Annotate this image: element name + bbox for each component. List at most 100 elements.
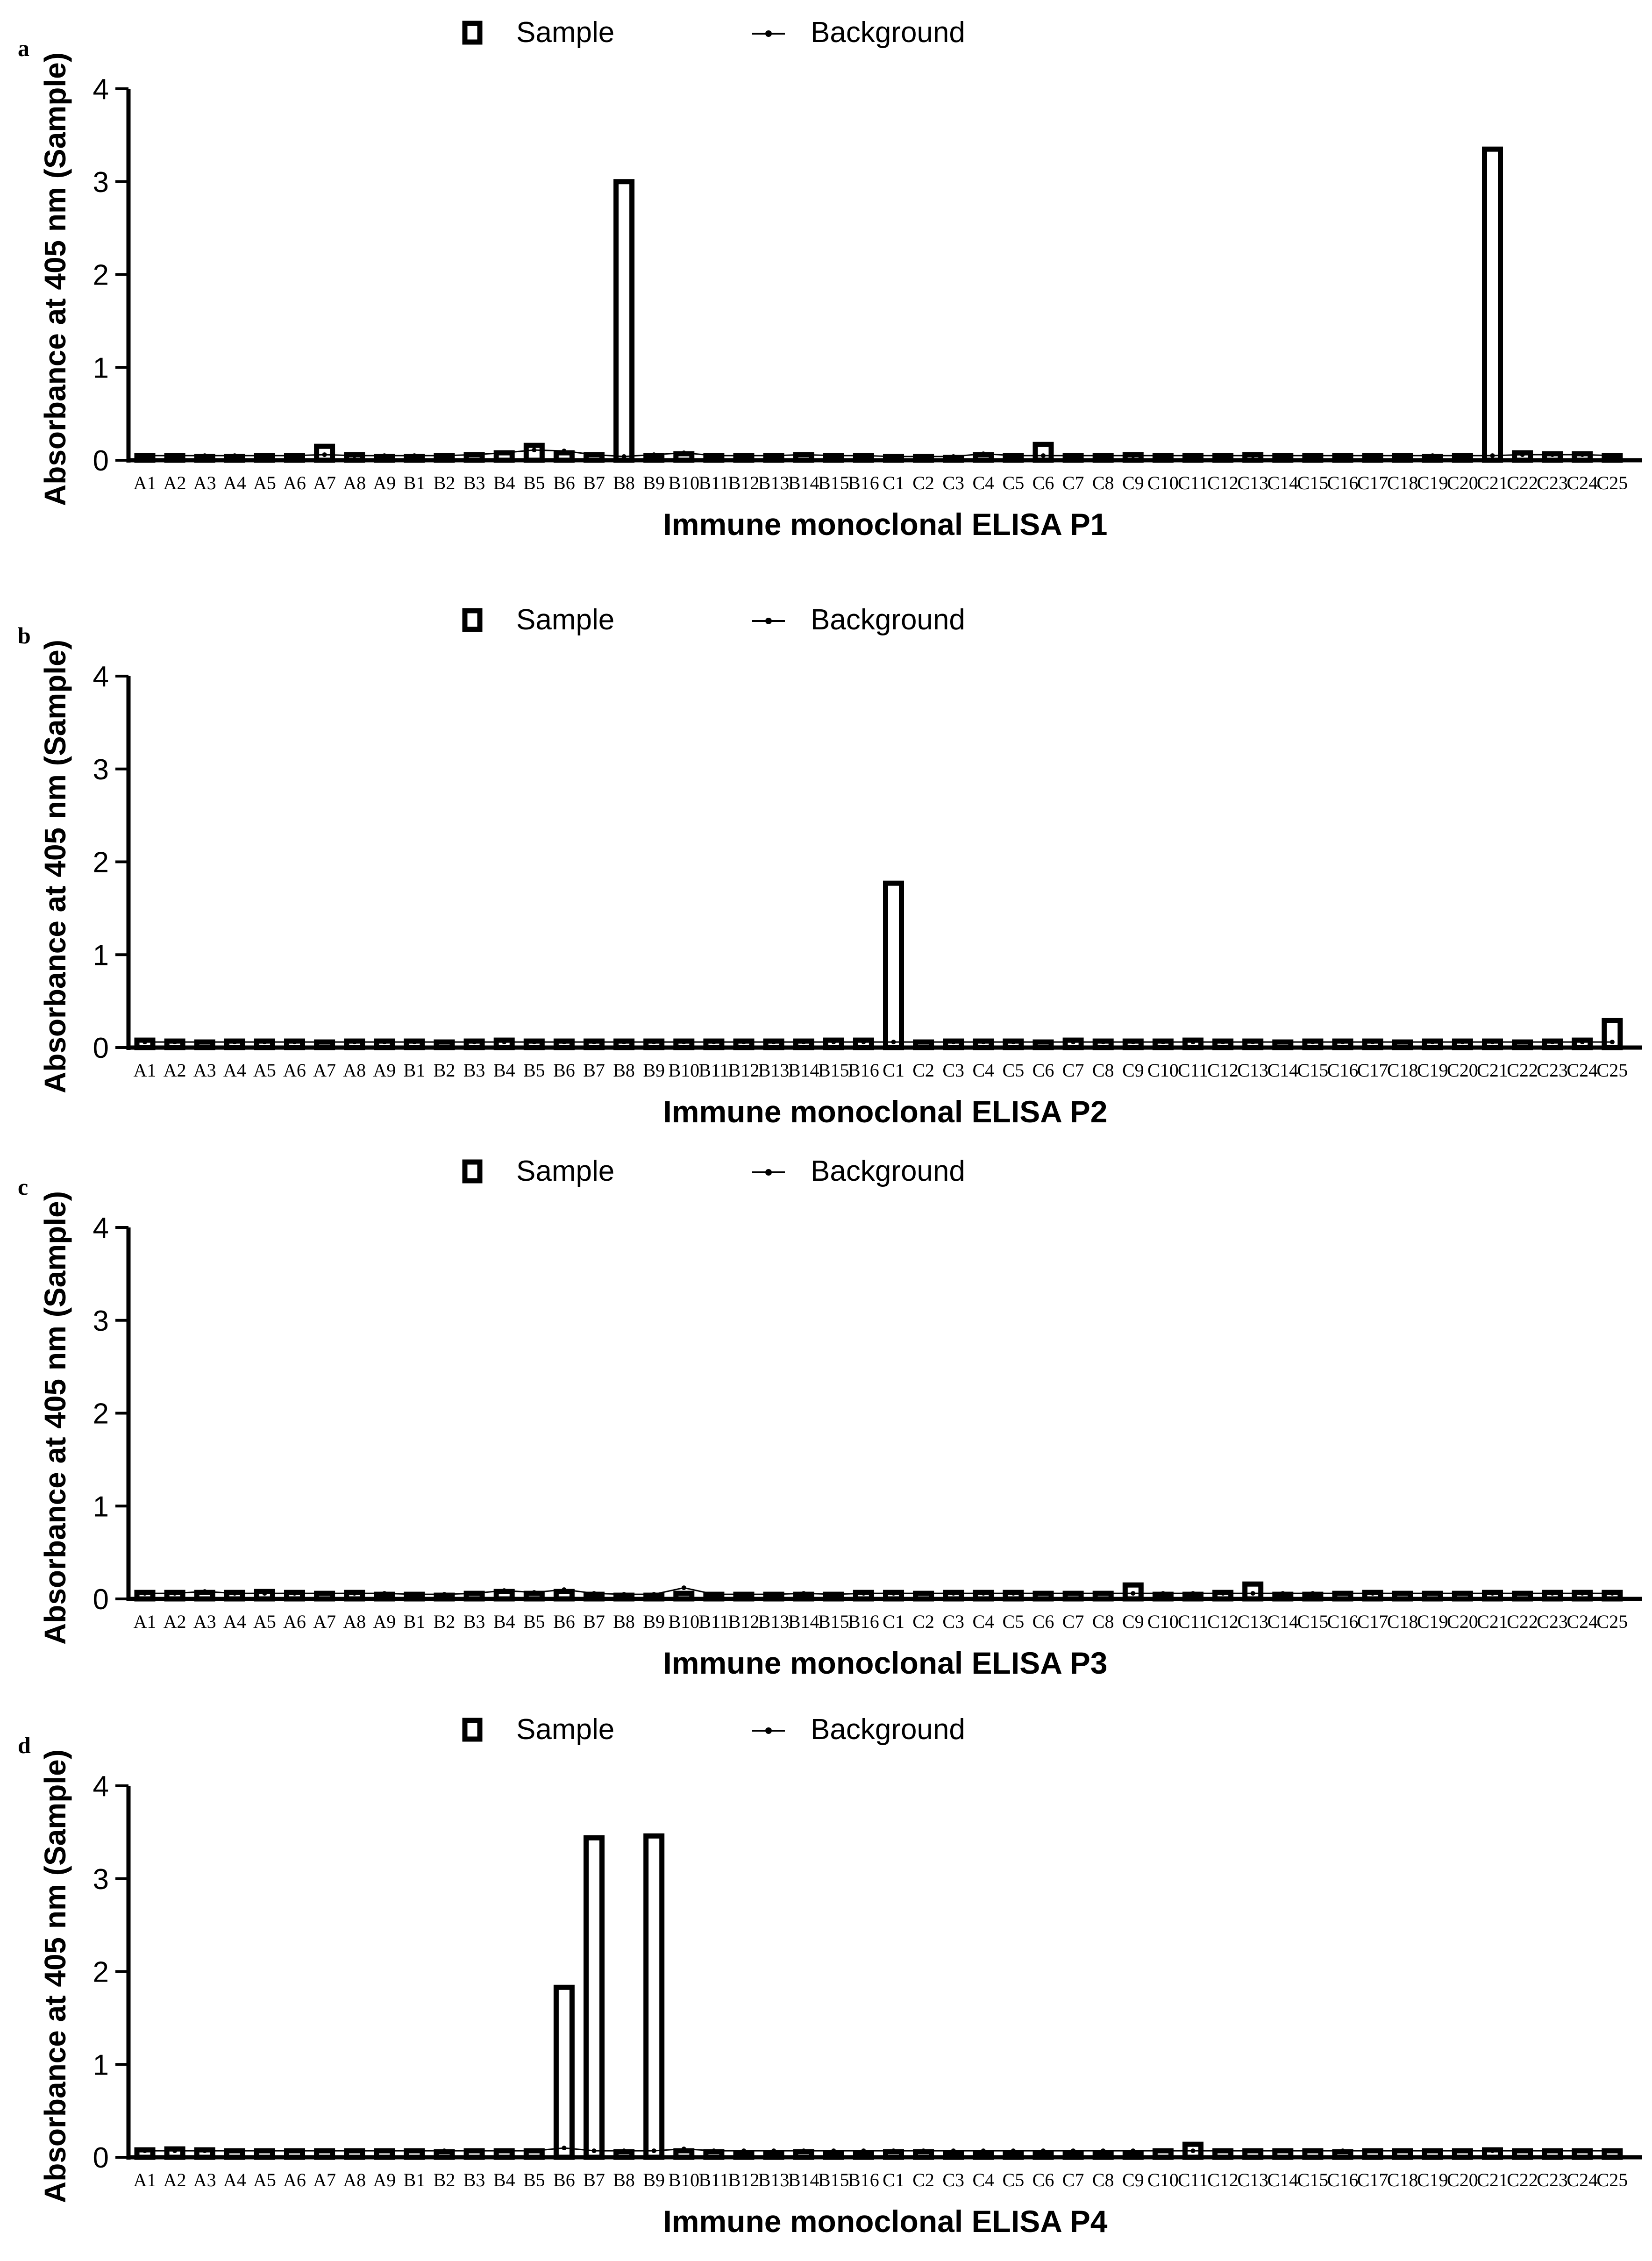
bar-sample (553, 450, 575, 463)
background-point (1340, 1040, 1345, 1045)
background-point (322, 452, 327, 457)
background-point (1550, 452, 1555, 457)
y-tick-label: 1 (93, 939, 109, 971)
bar-sample (883, 880, 904, 1050)
x-tick-label: C15 (1297, 2169, 1329, 2190)
bar-sample (1122, 2150, 1144, 2160)
x-tick-label: B9 (643, 1611, 665, 1632)
legend-sample-swatch (462, 1159, 483, 1184)
x-tick-label: C19 (1417, 472, 1448, 493)
background-point (711, 453, 716, 458)
x-tick-label: B9 (643, 2169, 665, 2190)
x-tick-label: C14 (1267, 1611, 1298, 1632)
background-point (651, 2148, 656, 2154)
x-tick-label: C21 (1477, 1060, 1508, 1081)
x-tick-label: C14 (1267, 472, 1298, 493)
y-tick-label: 2 (93, 847, 109, 879)
x-tick-label: C17 (1357, 472, 1389, 493)
background-point (1131, 2148, 1136, 2154)
x-tick-label: B2 (434, 472, 456, 493)
background-point (741, 1040, 746, 1045)
background-point (1131, 1040, 1136, 1045)
panel-letter: b (18, 622, 31, 649)
x-tick-label: B2 (434, 1611, 456, 1632)
x-tick-label: C6 (1032, 1060, 1054, 1081)
y-axis-title: Absorbance at 405 nm (Sample) (38, 52, 72, 506)
background-point (1071, 1591, 1076, 1596)
background-point (1101, 2148, 1106, 2154)
background-point (352, 2148, 357, 2154)
bar-sample (1032, 2150, 1054, 2160)
y-tick-label: 4 (93, 73, 109, 106)
panel-letter: d (18, 1732, 31, 1758)
x-tick-label: C10 (1147, 1611, 1179, 1632)
background-point (861, 1591, 866, 1596)
x-tick-label: B11 (698, 1060, 729, 1081)
x-tick-label: A1 (134, 1611, 157, 1632)
background-point (681, 1040, 686, 1045)
background-point (382, 2148, 387, 2154)
x-tick-label: C9 (1122, 1611, 1144, 1632)
x-tick-label: C9 (1122, 1060, 1144, 1081)
x-tick-label: A7 (313, 2169, 336, 2190)
y-tick-label: 0 (93, 1032, 109, 1064)
x-tick-label: C25 (1597, 1611, 1628, 1632)
y-tick-label: 1 (93, 1491, 109, 1523)
x-tick-label: C1 (883, 2169, 904, 2190)
x-tick-label: B4 (493, 472, 515, 493)
background-point (621, 1040, 627, 1045)
background-point (1131, 453, 1136, 458)
background-point (1340, 1591, 1345, 1596)
legend-sample-label: Sample (516, 604, 614, 636)
background-point (1250, 453, 1255, 458)
background-point (1580, 1591, 1585, 1596)
x-tick-label: B16 (848, 1611, 879, 1632)
x-tick-label: B1 (404, 472, 426, 493)
background-point (1011, 2148, 1016, 2154)
x-tick-label: C4 (972, 1611, 994, 1632)
background-point (502, 450, 507, 456)
background-point (472, 452, 477, 457)
x-tick-label: B9 (643, 1060, 665, 1081)
background-point (1460, 1040, 1465, 1045)
legend-sample-swatch (462, 1718, 483, 1742)
x-tick-label: C15 (1297, 472, 1329, 493)
bar-sample (1092, 2150, 1114, 2160)
x-tick-label: C19 (1417, 1060, 1448, 1081)
background-point (292, 453, 297, 458)
x-tick-label: B13 (758, 472, 790, 493)
bar-sample (943, 2150, 964, 2160)
y-tick-label: 0 (93, 1583, 109, 1616)
background-point (1041, 1591, 1046, 1596)
background-point (1370, 453, 1375, 458)
x-tick-label: C17 (1357, 2169, 1389, 2190)
x-tick-label: C4 (972, 2169, 994, 2190)
x-tick-label: A7 (313, 1611, 336, 1632)
x-tick-label: B6 (553, 2169, 575, 2190)
background-point (681, 2147, 686, 2152)
x-tick-label: C22 (1507, 472, 1538, 493)
x-tick-label: B4 (493, 1611, 515, 1632)
background-point (681, 1585, 686, 1591)
background-point (1580, 2148, 1585, 2154)
background-point (1460, 1591, 1465, 1596)
background-point (202, 2148, 207, 2154)
x-tick-label: B9 (643, 472, 665, 493)
bar-sample (553, 1589, 575, 1602)
x-tick-label: B5 (523, 2169, 545, 2190)
x-tick-label: B8 (613, 1060, 635, 1081)
background-point (921, 1040, 926, 1045)
x-tick-label: B12 (728, 1060, 760, 1081)
y-tick-label: 4 (93, 661, 109, 693)
background-point (951, 1591, 956, 1596)
y-tick-label: 0 (93, 2142, 109, 2174)
x-tick-label: A8 (343, 1060, 366, 1081)
y-axis-title: Absorbance at 405 nm (Sample) (38, 1749, 72, 2203)
x-tick-label: C23 (1537, 1060, 1568, 1081)
x-tick-label: A6 (283, 2169, 306, 2190)
background-point (352, 1040, 357, 1045)
background-point (861, 453, 866, 458)
background-point (202, 1589, 207, 1594)
x-tick-label: B11 (698, 1611, 729, 1632)
background-point (1340, 2148, 1345, 2154)
